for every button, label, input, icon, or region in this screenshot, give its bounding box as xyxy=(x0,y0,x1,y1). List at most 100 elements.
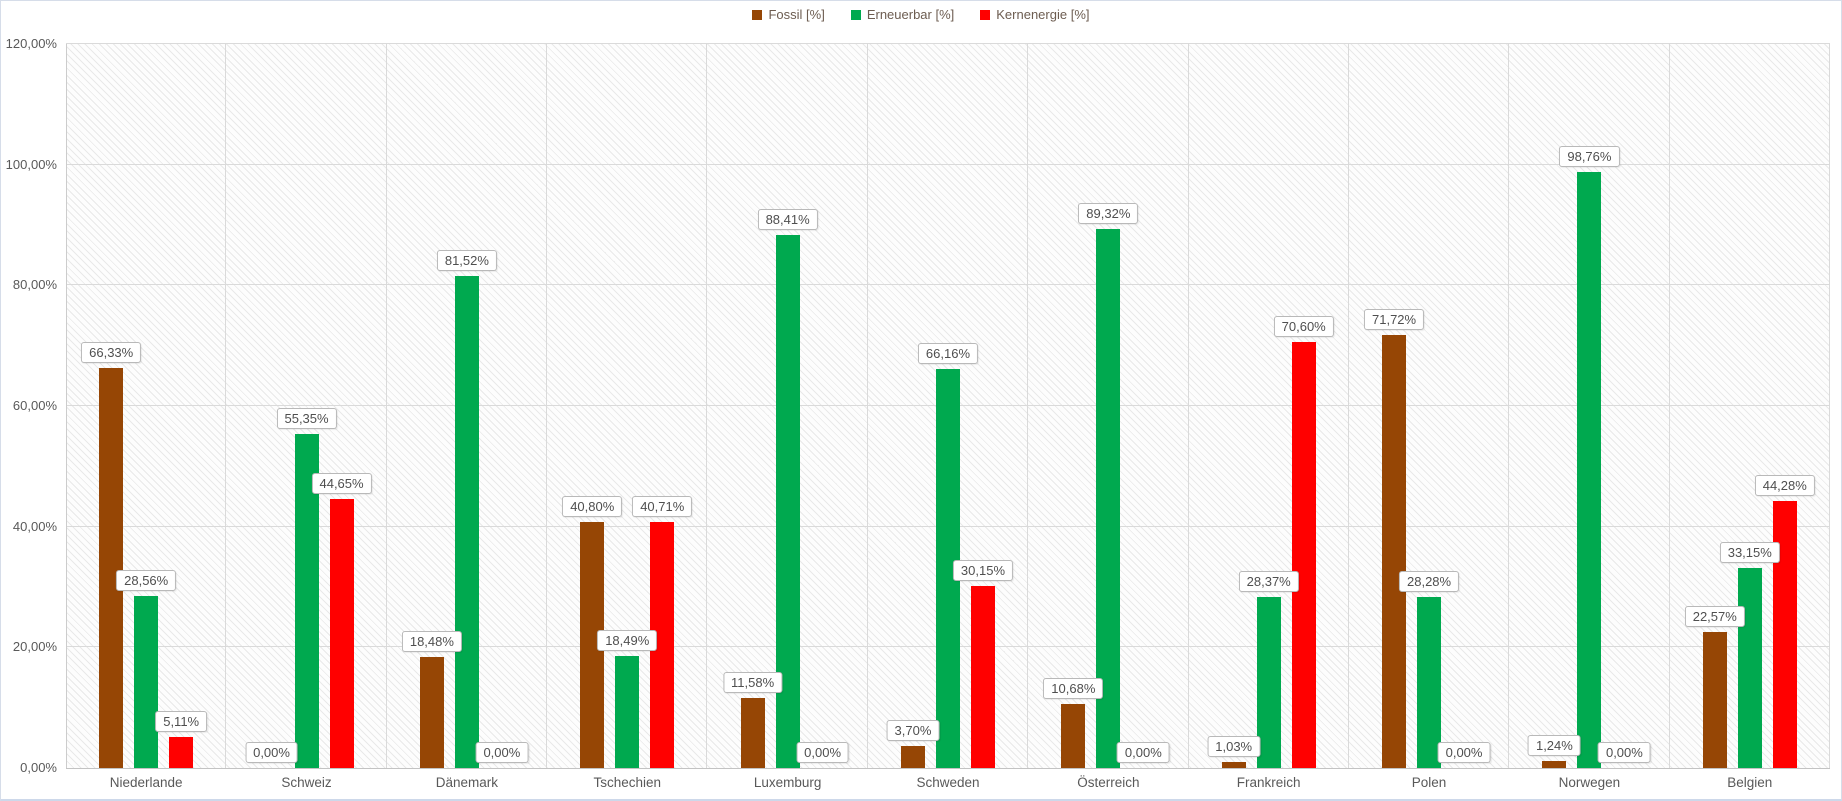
x-axis-label-schweiz: Schweiz xyxy=(281,775,332,790)
bar-value-label: 66,16% xyxy=(917,342,979,364)
bar-fossil-tschechien: 40,80% xyxy=(562,495,623,768)
bar-kernenergie-niederlande: 5,11% xyxy=(155,711,208,768)
category-group-luxemburg: 11,58% 88,41% 0,00% xyxy=(707,44,867,768)
bar-fill xyxy=(134,595,159,768)
bar-erneuerbar-norwegen: 98,76% xyxy=(1559,146,1620,768)
bar-value-label: 1,24% xyxy=(1527,734,1581,756)
vertical-gridline xyxy=(225,44,227,768)
bar-value-label: 70,60% xyxy=(1273,316,1334,338)
bar-fill xyxy=(740,698,765,768)
bar-fill xyxy=(1382,335,1407,768)
vertical-gridline xyxy=(1187,44,1189,768)
bar-fill xyxy=(900,745,925,768)
bar-fill xyxy=(1221,761,1246,768)
bar-erneuerbar-belgien: 33,15% xyxy=(1719,542,1780,768)
bar-value-label: 5,11% xyxy=(155,711,208,733)
y-axis-tick-label: 100,00% xyxy=(5,156,57,172)
bar-value-label: 88,41% xyxy=(757,208,818,230)
category-group-belgien: 22,57% 33,15% 44,28% xyxy=(1670,44,1830,768)
bar-fill xyxy=(970,586,995,768)
category-group-österreich: 10,68% 89,32% 0,00% xyxy=(1028,44,1188,768)
bar-value-label: 44,28% xyxy=(1754,474,1815,496)
bar-fill xyxy=(1737,568,1762,768)
bar-fossil-schweden: 3,70% xyxy=(886,719,940,768)
bar-value-label: 98,76% xyxy=(1559,146,1620,168)
y-axis-tick-label: 40,00% xyxy=(12,518,57,534)
bar-value-label: 66,33% xyxy=(81,341,142,363)
bar-fossil-österreich: 10,68% xyxy=(1043,677,1104,768)
horizontal-gridline xyxy=(66,43,1830,44)
vertical-gridline xyxy=(706,44,708,768)
x-axis-label-dänemark: Dänemark xyxy=(435,775,499,790)
bar-erneuerbar-frankreich: 28,37% xyxy=(1238,570,1299,768)
bar-value-label: 10,68% xyxy=(1043,677,1104,699)
x-axis-label-tschechien: Tschechien xyxy=(593,775,662,790)
category-group-norwegen: 1,24% 98,76% 0,00% xyxy=(1509,44,1669,768)
vertical-gridline xyxy=(1829,44,1830,768)
bar-value-label: 0,00% xyxy=(1116,742,1170,763)
vertical-gridline xyxy=(866,44,868,768)
bar-kernenergie-schweden: 30,15% xyxy=(952,560,1014,768)
bar-fossil-belgien: 22,57% xyxy=(1684,605,1745,768)
bar-erneuerbar-schweden: 66,16% xyxy=(917,342,979,768)
bar-fossil-niederlande: 66,33% xyxy=(81,341,142,768)
bar-fossil-frankreich: 1,03% xyxy=(1207,735,1261,768)
bar-value-label: 40,80% xyxy=(562,495,623,517)
bar-value-label: 0,00% xyxy=(796,742,850,763)
bars-layer: 66,33% 28,56% 5,11% 0,00% 55,35% 44,65% 18,48%… xyxy=(66,44,1830,768)
category-group-niederlande: 66,33% 28,56% 5,11% xyxy=(66,44,226,768)
category-group-tschechien: 40,80% 18,49% 40,71% xyxy=(547,44,707,768)
y-axis-tick-label: 80,00% xyxy=(12,277,57,293)
category-group-polen: 71,72% 28,28% 0,00% xyxy=(1349,44,1509,768)
legend-swatch-icon xyxy=(752,9,763,20)
bar-value-label: 33,15% xyxy=(1719,542,1780,563)
bar-fill xyxy=(1061,703,1086,768)
legend-swatch-icon xyxy=(980,9,991,20)
bar-erneuerbar-tschechien: 18,49% xyxy=(597,630,658,768)
x-axis-labels: Niederlande Schweiz Dänemark Tschechien Luxe… xyxy=(66,775,1830,790)
bar-fill xyxy=(1256,596,1281,768)
y-axis-tick-label: 120,00% xyxy=(5,36,57,51)
x-axis-label-österreich: Österreich xyxy=(1077,775,1140,790)
bar-value-label: 0,00% xyxy=(475,742,529,763)
bar-value-label: 1,03% xyxy=(1207,735,1261,757)
bar-fossil-polen: 71,72% xyxy=(1364,309,1425,768)
y-axis-tick-label: 60,00% xyxy=(12,398,57,413)
vertical-gridline xyxy=(385,44,387,768)
bar-value-label: 0,00% xyxy=(245,742,298,763)
bar-fill xyxy=(99,367,124,768)
bar-value-label: 0,00% xyxy=(1437,742,1491,763)
bar-value-label: 89,32% xyxy=(1078,203,1139,225)
bar-fill xyxy=(454,276,479,768)
category-group-dänemark: 18,48% 81,52% 0,00% xyxy=(387,44,547,768)
category-group-frankreich: 1,03% 28,37% 70,60% xyxy=(1189,44,1349,768)
bar-fill xyxy=(1702,631,1727,768)
bar-fill xyxy=(419,656,444,768)
bar-fill xyxy=(1417,597,1442,768)
x-axis-label-polen: Polen xyxy=(1411,775,1447,790)
y-axis-line xyxy=(66,44,67,768)
bar-fill xyxy=(329,498,354,768)
y-axis-tick-label: 0,00% xyxy=(20,760,57,775)
x-axis-label-niederlande: Niederlande xyxy=(109,775,183,790)
y-axis-tick-label: 20,00% xyxy=(12,639,57,655)
bar-kernenergie-belgien: 44,28% xyxy=(1754,474,1815,768)
bar-value-label: 22,57% xyxy=(1684,605,1745,627)
bar-kernenergie-schweiz: 44,65% xyxy=(311,472,372,768)
bar-value-label: 81,52% xyxy=(436,250,497,272)
bar-value-label: 3,70% xyxy=(886,719,940,741)
bar-value-label: 40,71% xyxy=(632,496,693,518)
x-axis-label-schweden: Schweden xyxy=(916,775,980,790)
vertical-gridline xyxy=(1347,44,1349,768)
bar-value-label: 28,28% xyxy=(1399,571,1460,593)
bar-value-label: 44,65% xyxy=(311,472,372,494)
plot-area: 66,33% 28,56% 5,11% 0,00% 55,35% 44,65% 18,48%… xyxy=(66,43,1830,769)
x-axis-line xyxy=(66,768,1830,769)
x-axis-label-luxemburg: Luxemburg xyxy=(753,775,822,790)
horizontal-gridline xyxy=(66,284,1830,286)
legend-item-kernenergie: Kernenergie [%] xyxy=(980,7,1090,22)
bar-value-label: 28,37% xyxy=(1238,570,1299,592)
bar-value-label: 28,56% xyxy=(116,569,177,591)
bar-value-label: 55,35% xyxy=(276,408,337,430)
